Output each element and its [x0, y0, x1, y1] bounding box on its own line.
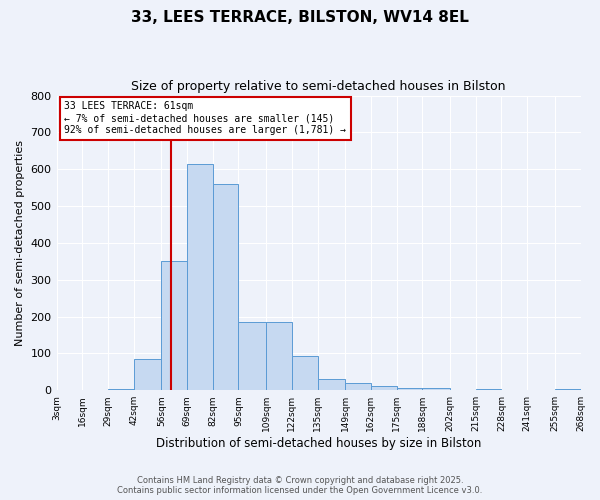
Bar [555, 389, 581, 390]
Bar [161, 262, 187, 390]
Text: 33 LEES TERRACE: 61sqm
← 7% of semi-detached houses are smaller (145)
92% of sem: 33 LEES TERRACE: 61sqm ← 7% of semi-deta… [64, 102, 346, 134]
Bar [266, 322, 292, 390]
Bar [238, 322, 266, 390]
Text: Contains HM Land Registry data © Crown copyright and database right 2025.
Contai: Contains HM Land Registry data © Crown c… [118, 476, 482, 495]
Bar [345, 383, 371, 390]
Bar [134, 359, 161, 390]
Bar [371, 386, 397, 390]
Bar [213, 184, 238, 390]
Title: Size of property relative to semi-detached houses in Bilston: Size of property relative to semi-detach… [131, 80, 506, 93]
Bar [422, 388, 450, 390]
X-axis label: Distribution of semi-detached houses by size in Bilston: Distribution of semi-detached houses by … [156, 437, 481, 450]
Bar [187, 164, 213, 390]
Bar [476, 388, 502, 390]
Bar [317, 379, 345, 390]
Bar [397, 388, 422, 390]
Y-axis label: Number of semi-detached properties: Number of semi-detached properties [15, 140, 25, 346]
Text: 33, LEES TERRACE, BILSTON, WV14 8EL: 33, LEES TERRACE, BILSTON, WV14 8EL [131, 10, 469, 25]
Bar [292, 356, 317, 390]
